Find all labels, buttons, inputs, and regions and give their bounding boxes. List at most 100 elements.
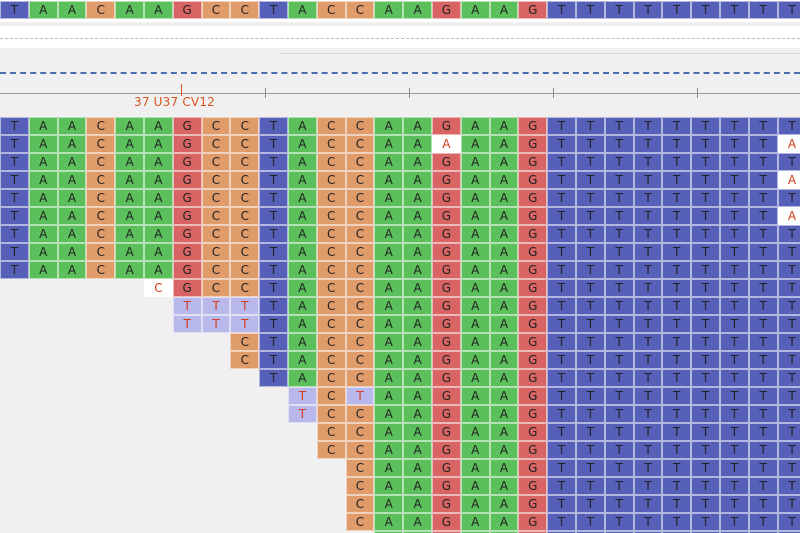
read-base: T [259,369,288,387]
read-base: A [57,225,87,243]
read-base: A [489,441,519,459]
read-base: T [259,117,288,135]
reference-base: C [201,1,231,19]
read-base: A [460,513,490,531]
read-base: T [604,297,634,315]
variant-marker-tick[interactable] [181,84,182,96]
read-base: T [547,351,576,369]
read-base: T [662,135,692,153]
read-base: T [576,297,605,315]
read-base: A [28,153,58,171]
read-base: T [633,261,663,279]
read-base: T [576,279,605,297]
read-base: A [460,477,490,495]
variant-marker-label[interactable]: 37 U37 CV12 [134,95,216,109]
read-base: G [432,441,461,459]
read-base: T [547,117,576,135]
read-base: A [489,387,519,405]
read-base: A [144,171,173,189]
read-base: T [691,225,720,243]
read-base: T [259,225,288,243]
read-base: C [230,153,260,171]
read-base: A [489,315,519,333]
track-divider [0,38,800,39]
read-base: A [460,351,490,369]
read-base: T [720,333,749,351]
read-base: A [115,189,144,207]
read-base: T [547,369,576,387]
read-base: A [460,153,490,171]
ruler-tick [553,88,554,98]
read-base: T [691,477,720,495]
read-base: T [576,135,605,153]
read-base: T [748,387,778,405]
read-base: G [172,153,202,171]
reference-base: A [288,1,317,19]
read-base: A [489,477,519,495]
read-base: A [403,117,432,135]
insertion-base: T [345,387,375,405]
read-base: A [288,333,317,351]
read-base: T [691,459,720,477]
read-base: A [57,207,87,225]
read-base: T [662,387,692,405]
read-base: T [691,351,720,369]
read-base: T [576,153,605,171]
read-base: T [662,405,692,423]
read-base: C [86,225,116,243]
read-base: C [345,333,375,351]
reference-base: C [86,1,116,19]
read-base: A [57,117,87,135]
read-base: T [259,243,288,261]
read-base: A [57,243,87,261]
read-base: A [489,405,519,423]
read-base: T [691,171,720,189]
read-base: G [518,495,548,513]
read-base: T [604,333,634,351]
read-base: T [777,261,800,279]
read-base: A [288,171,317,189]
read-base: T [547,423,576,441]
read-base: T [748,351,778,369]
read-base: C [316,441,346,459]
read-base: C [86,189,116,207]
read-base: A [489,459,519,477]
read-base: C [201,279,231,297]
read-base: T [547,531,576,533]
read-base: A [288,279,317,297]
read-base: G [518,405,548,423]
read-base: C [86,117,116,135]
read-base: T [777,279,800,297]
read-base: A [28,261,58,279]
reference-base: C [345,1,375,19]
read-base: A [489,513,519,531]
read-base: A [489,333,519,351]
read-base: T [604,243,634,261]
reference-base: C [316,1,346,19]
read-base: A [489,171,519,189]
